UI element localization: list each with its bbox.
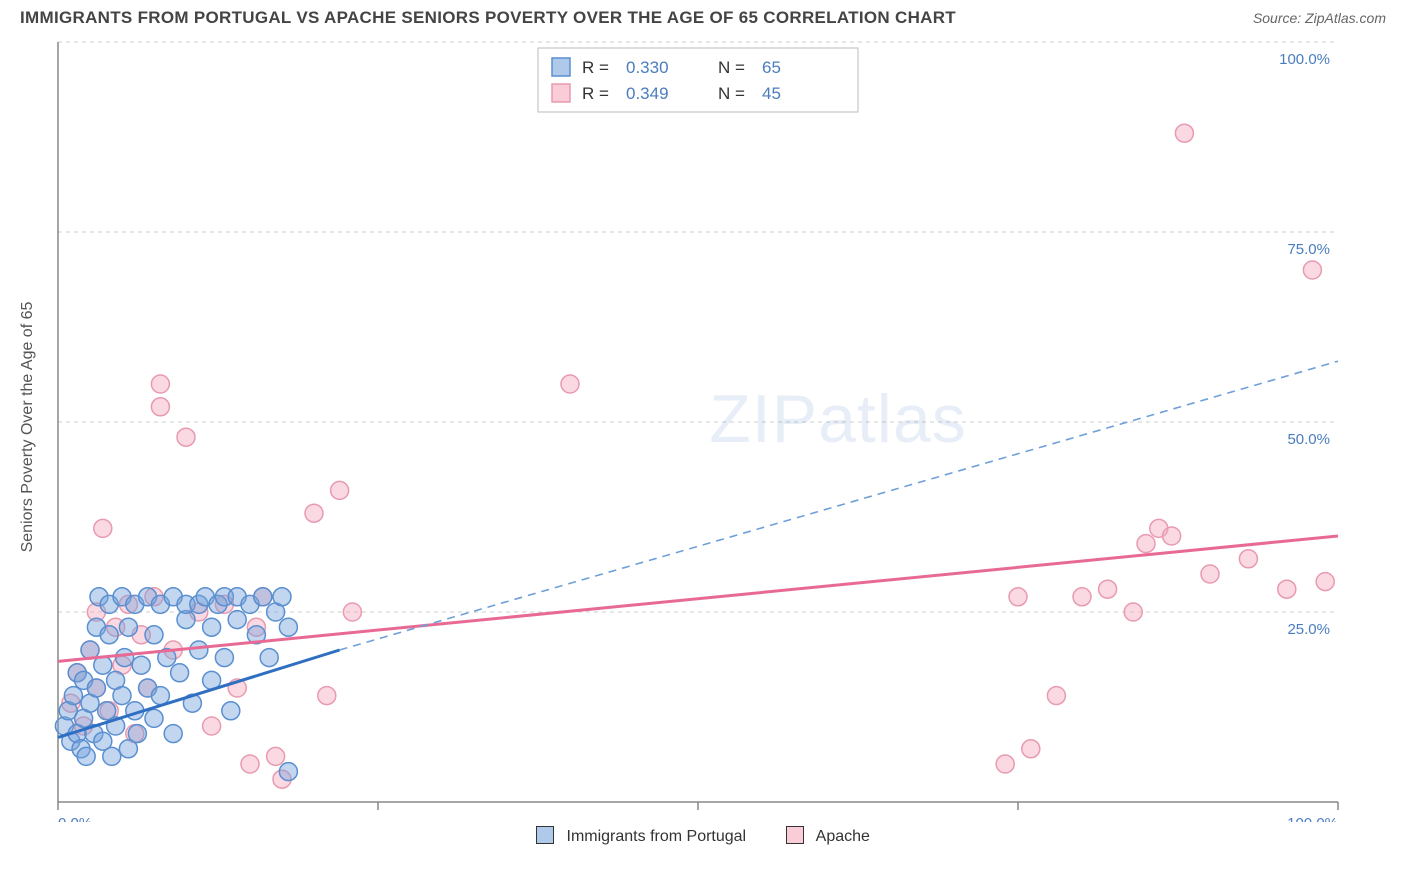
- chart-title: IMMIGRANTS FROM PORTUGAL VS APACHE SENIO…: [20, 8, 956, 28]
- svg-text:45: 45: [762, 84, 781, 103]
- svg-text:25.0%: 25.0%: [1287, 621, 1330, 638]
- svg-text:75.0%: 75.0%: [1287, 241, 1330, 258]
- svg-text:R =: R =: [582, 58, 609, 77]
- svg-text:50.0%: 50.0%: [1287, 431, 1330, 448]
- svg-text:100.0%: 100.0%: [1279, 51, 1330, 68]
- svg-text:100.0%: 100.0%: [1287, 815, 1338, 822]
- svg-text:N =: N =: [718, 84, 745, 103]
- legend-label: Apache: [816, 828, 870, 845]
- legend-swatch-pink: [786, 826, 804, 844]
- svg-text:N =: N =: [718, 58, 745, 77]
- chart-header: IMMIGRANTS FROM PORTUGAL VS APACHE SENIO…: [0, 0, 1406, 32]
- legend-label: Immigrants from Portugal: [567, 828, 747, 845]
- bottom-legend: Immigrants from Portugal Apache: [0, 826, 1406, 846]
- scatter-chart: 25.0% 50.0% 75.0% 100.0% ZIPatlas 0.0% 100.0% R…: [20, 32, 1350, 822]
- chart-source: Source: ZipAtlas.com: [1253, 10, 1386, 26]
- svg-text:ZIPatlas: ZIPatlas: [709, 381, 966, 457]
- legend-item-apache: Apache: [786, 826, 870, 846]
- svg-text:0.0%: 0.0%: [58, 815, 92, 822]
- svg-text:R =: R =: [582, 84, 609, 103]
- y-axis-label: Seniors Poverty Over the Age of 65: [19, 302, 37, 553]
- legend-item-portugal: Immigrants from Portugal: [536, 826, 746, 846]
- svg-text:0.349: 0.349: [626, 84, 669, 103]
- chart-container: Seniors Poverty Over the Age of 65 25.0%…: [20, 32, 1386, 822]
- legend-swatch-blue: [536, 826, 554, 844]
- svg-text:65: 65: [762, 58, 781, 77]
- svg-text:0.330: 0.330: [626, 58, 669, 77]
